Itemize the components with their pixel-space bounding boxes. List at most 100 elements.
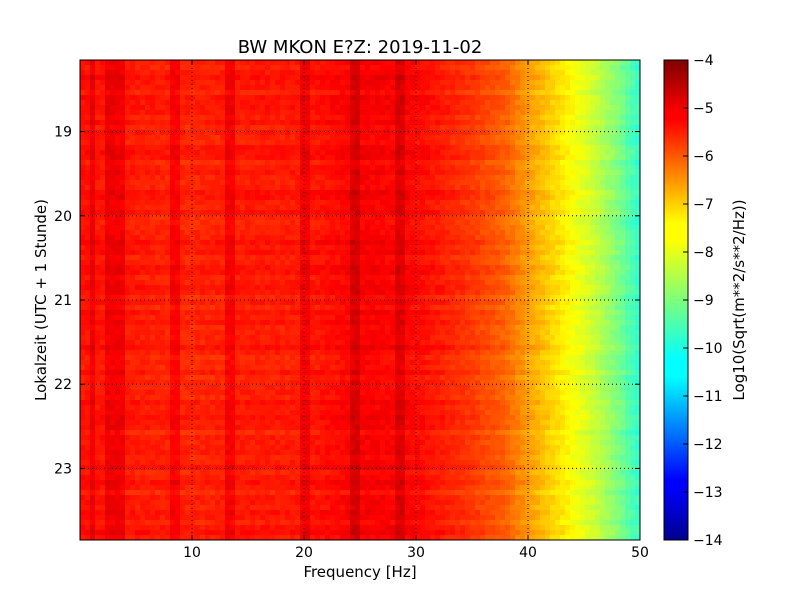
heatmap-cell: [140, 195, 146, 201]
heatmap-cell: [180, 250, 186, 256]
heatmap-cell: [230, 460, 236, 466]
heatmap-cell: [100, 270, 106, 276]
heatmap-cell: [95, 100, 101, 106]
heatmap-cell: [305, 125, 311, 131]
heatmap-cell: [290, 120, 296, 126]
heatmap-cell: [275, 245, 281, 251]
heatmap-cell: [315, 100, 321, 106]
heatmap-cell: [300, 245, 306, 251]
heatmap-cell: [170, 390, 176, 396]
heatmap-cell: [110, 430, 116, 436]
heatmap-cell: [130, 400, 136, 406]
heatmap-cell: [240, 130, 246, 136]
heatmap-cell: [300, 415, 306, 421]
heatmap-cell: [230, 410, 236, 416]
heatmap-cell: [145, 300, 151, 306]
heatmap-cell: [90, 245, 96, 251]
heatmap-cell: [105, 425, 111, 431]
heatmap-cell: [120, 450, 126, 456]
heatmap-cell: [170, 225, 176, 231]
heatmap-cell: [240, 105, 246, 111]
heatmap-cell: [205, 390, 211, 396]
heatmap-cell: [195, 145, 201, 151]
heatmap-cell: [300, 285, 306, 291]
heatmap-cell: [115, 235, 121, 241]
heatmap-cell: [100, 165, 106, 171]
heatmap-cell: [180, 135, 186, 141]
heatmap-cell: [245, 355, 251, 361]
heatmap-cell: [215, 60, 221, 66]
heatmap-cell: [265, 375, 271, 381]
heatmap-cell: [130, 160, 136, 166]
heatmap-cell: [230, 175, 236, 181]
heatmap-cell: [235, 110, 241, 116]
heatmap-cell: [275, 70, 281, 76]
heatmap-cell: [235, 195, 241, 201]
heatmap-cell: [240, 330, 246, 336]
heatmap-cell: [255, 230, 261, 236]
heatmap-cell: [130, 480, 136, 486]
heatmap-cell: [90, 90, 96, 96]
heatmap-cell: [195, 190, 201, 196]
heatmap-cell: [190, 525, 196, 531]
heatmap-cell: [285, 360, 291, 366]
heatmap-cell: [130, 115, 136, 121]
heatmap-cell: [270, 180, 276, 186]
heatmap-cell: [175, 385, 181, 391]
heatmap-cell: [135, 375, 141, 381]
heatmap-cell: [225, 70, 231, 76]
heatmap-cell: [155, 290, 161, 296]
heatmap-cell: [110, 440, 116, 446]
heatmap-cell: [295, 385, 301, 391]
heatmap-cell: [240, 205, 246, 211]
heatmap-cell: [140, 490, 146, 496]
heatmap-cell: [85, 415, 91, 421]
heatmap-cell: [125, 315, 131, 321]
heatmap-cell: [105, 170, 111, 176]
heatmap-cell: [290, 75, 296, 81]
heatmap-cell: [80, 65, 86, 71]
heatmap-cell: [125, 465, 131, 471]
heatmap-cell: [160, 530, 166, 536]
heatmap-cell: [205, 325, 211, 331]
heatmap-cell: [245, 230, 251, 236]
heatmap-cell: [300, 490, 306, 496]
heatmap-cell: [230, 150, 236, 156]
heatmap-cell: [335, 380, 341, 386]
heatmap-cell: [95, 380, 101, 386]
heatmap-cell: [260, 200, 266, 206]
heatmap-cell: [310, 190, 316, 196]
heatmap-cell: [270, 215, 276, 221]
heatmap-cell: [205, 245, 211, 251]
heatmap-cell: [310, 530, 316, 536]
heatmap-cell: [245, 335, 251, 341]
heatmap-cell: [170, 120, 176, 126]
heatmap-cell: [280, 125, 286, 131]
heatmap-cell: [170, 330, 176, 336]
heatmap-cell: [145, 420, 151, 426]
heatmap-cell: [100, 485, 106, 491]
heatmap-cell: [335, 195, 341, 201]
heatmap-cell: [220, 150, 226, 156]
heatmap-cell: [320, 330, 326, 336]
heatmap-cell: [290, 485, 296, 491]
heatmap-cell: [155, 240, 161, 246]
heatmap-cell: [210, 280, 216, 286]
heatmap-cell: [155, 255, 161, 261]
heatmap-cell: [285, 275, 291, 281]
heatmap-cell: [240, 345, 246, 351]
heatmap-cell: [270, 275, 276, 281]
heatmap-cell: [275, 260, 281, 266]
heatmap-cell: [145, 95, 151, 101]
heatmap-cell: [275, 215, 281, 221]
heatmap-cell: [85, 240, 91, 246]
heatmap-cell: [310, 360, 316, 366]
heatmap-cell: [280, 145, 286, 151]
heatmap-cell: [195, 90, 201, 96]
heatmap-cell: [120, 340, 126, 346]
heatmap-cell: [105, 255, 111, 261]
heatmap-cell: [110, 280, 116, 286]
heatmap-cell: [245, 175, 251, 181]
heatmap-cell: [265, 195, 271, 201]
heatmap-cell: [245, 340, 251, 346]
